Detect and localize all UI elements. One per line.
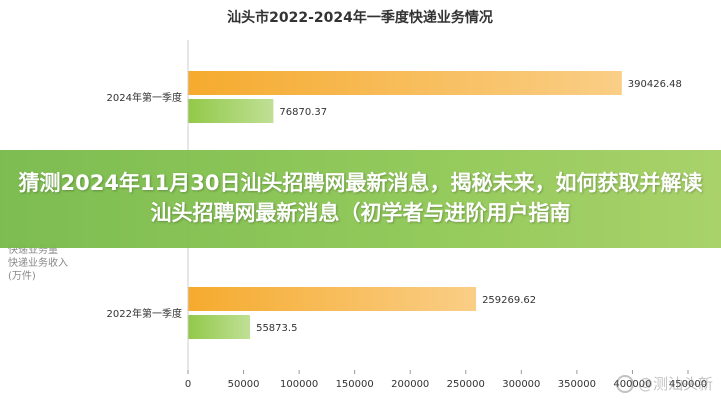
category-label-0: 2024年第一季度 bbox=[107, 91, 182, 104]
legend-text-1: 快递业务收入 bbox=[8, 256, 68, 269]
bar-0-0 bbox=[188, 71, 622, 95]
data-label-2-0: 259269.62 bbox=[482, 295, 536, 306]
x-tick-label-7: 350000 bbox=[558, 379, 596, 390]
watermark-text: @测汕头新 bbox=[637, 375, 713, 393]
watermark: @测汕头新 bbox=[615, 373, 713, 394]
x-tick-label-3: 150000 bbox=[336, 379, 374, 390]
headline-text: 猜测2024年11月30日汕头招聘网最新消息，揭秘未来，如何获取并解读汕头招聘网… bbox=[18, 171, 703, 225]
x-tick-label-9: 450000 bbox=[669, 379, 707, 390]
bars-group bbox=[188, 71, 622, 339]
x-tick-label-0: 0 bbox=[185, 379, 191, 390]
headline-banner: 猜测2024年11月30日汕头招聘网最新消息，揭秘未来，如何获取并解读汕头招聘网… bbox=[0, 150, 721, 248]
bar-0-1 bbox=[188, 99, 274, 123]
legend-text-2: (万件) bbox=[8, 270, 36, 282]
x-tick-label-1: 50000 bbox=[228, 379, 260, 390]
x-tick-label-5: 250000 bbox=[447, 379, 485, 390]
x-tick-label-4: 200000 bbox=[391, 379, 429, 390]
data-label-2-1: 55873.5 bbox=[256, 323, 297, 334]
bar-2-0 bbox=[188, 287, 477, 311]
category-label-2: 2022年第一季度 bbox=[107, 307, 182, 320]
data-label-0-1: 76870.37 bbox=[279, 107, 327, 118]
watermark-logo-icon bbox=[615, 374, 634, 393]
bar-2-1 bbox=[188, 315, 251, 339]
category-labels: 2024年第一季度 2022年第一季度 bbox=[107, 91, 182, 320]
data-label-0-0: 390426.48 bbox=[628, 79, 682, 90]
x-tick-label-2: 100000 bbox=[280, 379, 318, 390]
x-tick-label-6: 300000 bbox=[502, 379, 540, 390]
data-labels: 390426.48 76870.37 259269.62 55873.5 bbox=[256, 79, 682, 334]
chart-title: 汕头市2022-2024年一季度快递业务情况 bbox=[227, 9, 493, 26]
